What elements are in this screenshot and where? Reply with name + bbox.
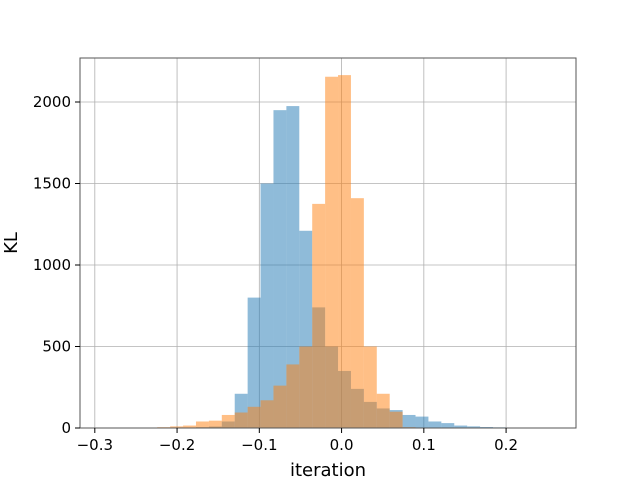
x-axis-label: iteration xyxy=(290,460,366,480)
x-tick-label: 0.1 xyxy=(412,436,436,454)
histogram-bar-series-2 xyxy=(350,198,364,428)
histogram-bar-series-2 xyxy=(208,420,222,428)
histogram-bar-series-2 xyxy=(376,393,390,428)
histogram-bar-series-2 xyxy=(221,414,235,428)
histogram-bar-series-2 xyxy=(195,421,209,428)
histogram-bar-series-1 xyxy=(428,421,442,428)
x-tick-label: −0.2 xyxy=(159,436,195,454)
y-tick-label: 1000 xyxy=(33,256,71,274)
x-tick-label: −0.1 xyxy=(241,436,277,454)
histogram-bar-series-2 xyxy=(183,425,196,428)
x-tick-label: 0.2 xyxy=(494,436,518,454)
y-tick-label: 0 xyxy=(61,419,71,437)
histogram-bar-series-2 xyxy=(389,411,403,428)
histogram-bar-series-2 xyxy=(363,346,377,428)
histogram-bar-series-1 xyxy=(415,416,429,428)
histogram-bar-series-1 xyxy=(441,423,455,428)
histogram-bar-series-1 xyxy=(454,425,468,428)
histogram-bar-series-2 xyxy=(312,203,326,428)
histogram-bar-series-2 xyxy=(299,346,313,428)
histogram-bar-series-2 xyxy=(247,406,261,428)
histogram-bar-series-1 xyxy=(402,414,416,428)
plot-frame xyxy=(79,57,577,429)
y-axis-label: KL xyxy=(1,232,22,254)
histogram-bar-series-2 xyxy=(260,400,274,428)
histogram-bar-series-2 xyxy=(338,75,351,429)
histogram-bar-series-2 xyxy=(170,426,184,428)
histogram-bar-series-1 xyxy=(260,183,274,428)
histogram-bar-series-2 xyxy=(234,412,248,428)
ticks: −0.3 −0.2 −0.1 0.0 0.1 0.2 0 500 1000 1500 2000 xyxy=(33,93,518,454)
histogram-bar-series-1 xyxy=(467,426,481,428)
histogram-bar-series-1 xyxy=(273,110,287,428)
x-tick-label: 0.0 xyxy=(330,436,354,454)
x-tick-label: −0.3 xyxy=(77,436,113,454)
y-tick-label: 1500 xyxy=(33,175,71,193)
histogram-bar-series-1 xyxy=(247,297,261,428)
histogram-bar-series-2 xyxy=(273,385,287,428)
bars xyxy=(105,75,558,429)
histogram-bar-series-2 xyxy=(325,76,339,428)
histogram-bar-series-2 xyxy=(286,364,300,428)
histogram-bar-series-1 xyxy=(286,106,300,428)
y-tick-label: 2000 xyxy=(33,93,71,111)
y-tick-label: 500 xyxy=(42,338,71,356)
